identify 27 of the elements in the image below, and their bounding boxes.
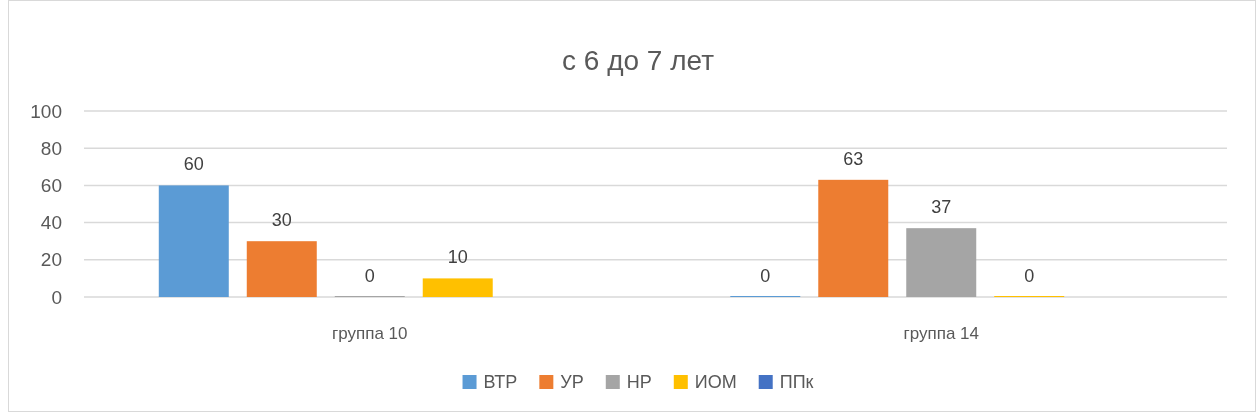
data-label: 0 xyxy=(760,266,771,286)
chart-title: с 6 до 7 лет xyxy=(562,44,715,76)
bar xyxy=(906,228,977,297)
data-label: 63 xyxy=(843,148,864,169)
data-label: 30 xyxy=(271,210,292,231)
x-tick-label: группа 14 xyxy=(903,323,979,343)
legend-label: ВТР xyxy=(483,372,518,392)
y-tick-label: 40 xyxy=(40,212,62,234)
data-label: 0 xyxy=(364,266,375,286)
y-tick-label: 20 xyxy=(40,249,62,271)
bar xyxy=(246,241,317,297)
legend-label: НР xyxy=(626,372,652,392)
legend-label: ППк xyxy=(779,372,814,392)
y-tick-label: 0 xyxy=(51,286,62,308)
bar xyxy=(422,278,493,297)
data-label: 60 xyxy=(183,154,204,175)
data-label: 0 xyxy=(1024,266,1035,286)
legend-label: ИОМ xyxy=(694,372,737,392)
y-tick-label: 80 xyxy=(40,137,62,159)
legend-label: УР xyxy=(560,372,584,392)
bar xyxy=(818,179,889,297)
bar xyxy=(158,185,229,297)
data-label: 10 xyxy=(447,247,468,268)
data-label: 37 xyxy=(931,197,952,218)
y-tick-label: 100 xyxy=(30,100,62,122)
x-tick-label: группа 10 xyxy=(332,323,408,343)
y-tick-label: 60 xyxy=(40,174,62,196)
